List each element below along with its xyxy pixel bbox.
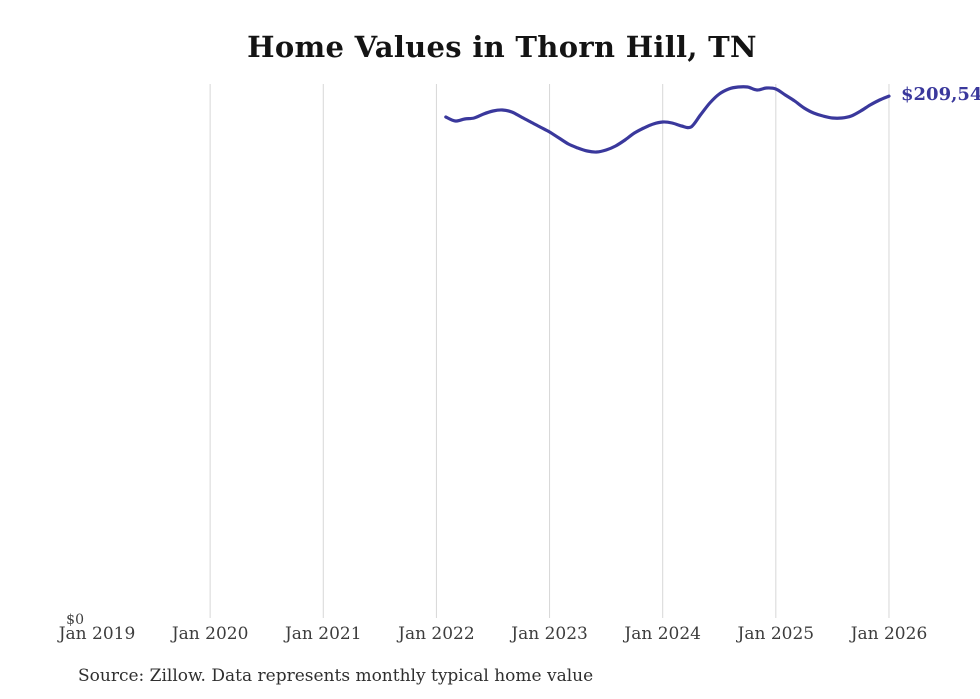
current-value-label: $209,545 <box>901 84 980 105</box>
x-axis-label-jan-2022: Jan 2022 <box>396 624 475 644</box>
y-axis-zero-label: $0 <box>66 612 84 628</box>
x-axis-labels: Jan 2019 Jan 2020 Jan 2021 Jan 2022 Jan 2023… <box>57 624 928 644</box>
x-axis-label-jan-2021: Jan 2021 <box>283 624 362 644</box>
home-value-line <box>444 85 891 154</box>
x-axis-label-jan-2024: Jan 2024 <box>622 624 701 644</box>
source-note: Source: Zillow. Data represents monthly … <box>78 666 594 686</box>
x-axis-label-jan-2020: Jan 2020 <box>170 624 249 644</box>
x-axis-label-jan-2026: Jan 2026 <box>849 624 928 644</box>
x-axis-label-jan-2019: Jan 2019 <box>57 624 136 644</box>
x-axis-label-jan-2023: Jan 2023 <box>509 624 588 644</box>
chart-title: Home Values in Thorn Hill, TN <box>247 30 757 64</box>
gridlines <box>209 84 890 618</box>
x-axis-label-jan-2025: Jan 2025 <box>736 624 815 644</box>
